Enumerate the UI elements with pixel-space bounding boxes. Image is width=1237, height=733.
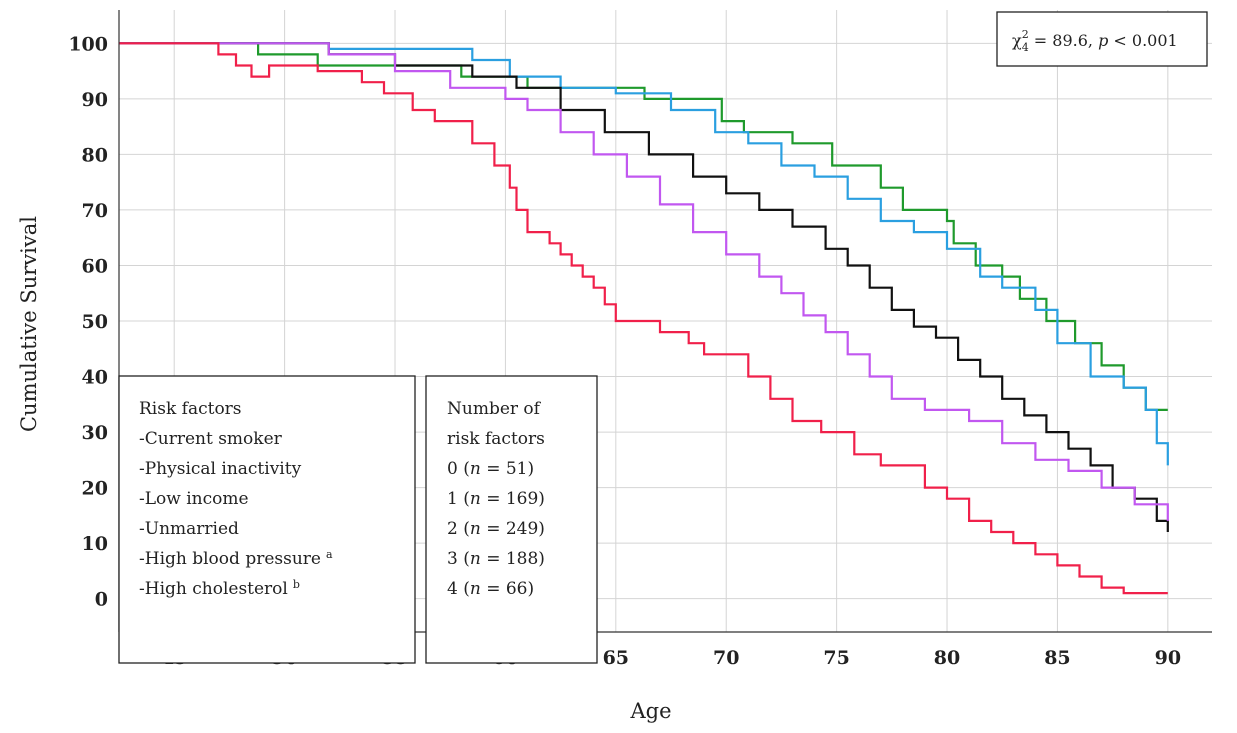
risk-factors-box: Risk factors -Current smoker -Physical in… [118,375,416,664]
y-tick-label: 90 [82,89,108,111]
y-tick-label: 70 [82,200,108,222]
legend-entry-0: 0 (n = 51) [447,459,534,479]
legend-entries: 0 (n = 51) 1 (n = 169) 2 (n = 249) 3 (n = 1… [447,459,545,599]
survival-curve-3 [119,42,1169,521]
risk-factor-item: -Physical inactivity [139,459,302,479]
legend-title-line1: Number of [447,399,542,419]
y-tick-label: 20 [82,478,108,500]
x-tick-label: 75 [823,647,849,669]
x-tick-label: 90 [1155,647,1181,669]
risk-factor-item: -Current smoker [139,429,283,449]
legend-box: Number of risk factors 0 (n = 51) 1 (n = … [425,375,598,664]
y-axis-title: Cumulative Survival [17,216,41,432]
y-tick-label: 40 [82,367,108,389]
x-tick-label: 65 [603,647,629,669]
legend-entry-1: 1 (n = 169) [447,489,545,509]
legend-entry-4: 4 (n = 66) [447,579,534,599]
statistic-text: χ2 4 = 89.6, p < 0.001 [1012,28,1178,54]
survival-curve-0 [119,42,1168,411]
risk-factor-item: -High blood pressure a [139,548,333,569]
risk-factor-item: -High cholesterol b [139,578,300,599]
risk-factors-title: Risk factors [139,399,242,419]
legend-entry-2: 2 (n = 249) [447,519,545,539]
legend-title-line2: risk factors [447,429,545,449]
risk-factor-item: -Unmarried [139,519,239,539]
survival-curve-4 [119,42,1168,595]
survival-curve-2 [119,42,1169,532]
risk-factor-list: -Current smoker -Physical inactivity -Low … [139,429,333,599]
y-tick-label: 50 [82,311,108,333]
y-tick-label: 30 [82,422,108,444]
y-tick-labels: 0 10 20 30 40 50 60 70 80 90 100 [68,33,108,610]
y-tick-label: 0 [95,589,108,611]
y-tick-label: 80 [82,144,108,166]
legend-entry-3: 3 (n = 188) [447,549,545,569]
x-tick-label: 80 [934,647,960,669]
x-axis-title: Age [629,699,671,723]
y-tick-label: 100 [68,33,108,55]
survival-curve-1 [119,42,1169,466]
x-tick-label: 70 [713,647,739,669]
y-tick-label: 60 [82,255,108,277]
y-tick-label: 10 [82,533,108,555]
series-group [119,42,1169,595]
risk-factor-item: -Low income [139,489,249,509]
x-tick-label: 85 [1044,647,1070,669]
statistic-box: χ2 4 = 89.6, p < 0.001 [996,11,1208,67]
